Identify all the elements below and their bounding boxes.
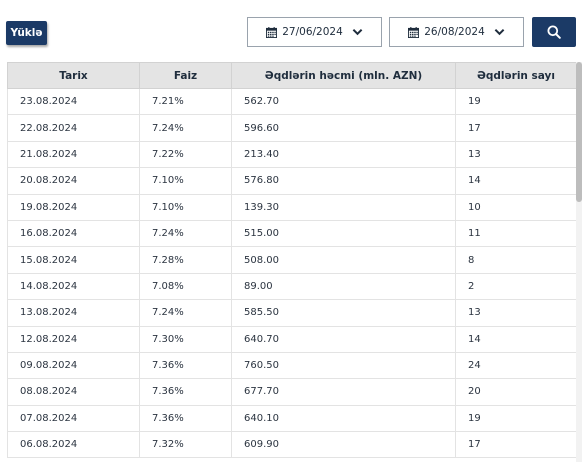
- cell-date: 19.08.2024: [7, 193, 140, 221]
- cell-date: 09.08.2024: [7, 351, 140, 380]
- cell-count: 14: [455, 167, 577, 195]
- cell-rate: 7.36%: [139, 351, 232, 380]
- chevron-down-icon: [494, 28, 505, 36]
- cell-volume: 515.00: [231, 219, 456, 248]
- cell-date: 15.08.2024: [7, 246, 140, 274]
- table-scrollbar[interactable]: [576, 62, 582, 462]
- cell-count: 13: [455, 140, 577, 169]
- table-row: 21.08.2024 7.22% 213.40 13: [7, 140, 577, 169]
- cell-rate: 7.22%: [139, 140, 232, 169]
- upload-button[interactable]: Yüklə: [6, 21, 47, 45]
- cell-volume: 576.80: [231, 167, 456, 195]
- table-row: 14.08.2024 7.08% 89.00 2: [7, 272, 577, 301]
- cell-date: 06.08.2024: [7, 431, 140, 459]
- cell-count: 19: [455, 404, 577, 433]
- cell-rate: 7.36%: [139, 378, 232, 406]
- date-from-value: 27/06/2024: [282, 26, 343, 38]
- column-header-date[interactable]: Tarix: [7, 62, 140, 89]
- column-header-count[interactable]: Əqdlərin sayı: [455, 62, 577, 89]
- cell-date: 22.08.2024: [7, 114, 140, 142]
- table-row: 09.08.2024 7.36% 760.50 24: [7, 351, 577, 380]
- cell-date: 23.08.2024: [7, 87, 140, 116]
- cell-count: 14: [455, 325, 577, 353]
- table-row: 19.08.2024 7.10% 139.30 10: [7, 193, 577, 221]
- table-scrollbar-thumb[interactable]: [576, 62, 582, 202]
- table-row: 08.08.2024 7.36% 677.70 20: [7, 378, 577, 406]
- cell-rate: 7.32%: [139, 431, 232, 459]
- cell-count: 19: [455, 87, 577, 116]
- cell-count: 24: [455, 351, 577, 380]
- cell-count: 20: [455, 378, 577, 406]
- date-to-value: 26/08/2024: [424, 26, 485, 38]
- cell-count: 17: [455, 114, 577, 142]
- table-row: 22.08.2024 7.24% 596.60 17: [7, 114, 577, 142]
- cell-count: 13: [455, 299, 577, 327]
- cell-volume: 508.00: [231, 246, 456, 274]
- search-icon: [547, 25, 561, 39]
- cell-volume: 585.50: [231, 299, 456, 327]
- table-header-row: Tarix Faiz Əqdlərin həcmi (mln. AZN) Əqd…: [7, 62, 577, 89]
- cell-rate: 7.24%: [139, 299, 232, 327]
- rates-table: Tarix Faiz Əqdlərin həcmi (mln. AZN) Əqd…: [7, 62, 577, 459]
- cell-count: 10: [455, 193, 577, 221]
- cell-count: 8: [455, 246, 577, 274]
- calendar-icon: [408, 26, 420, 38]
- table-row: 12.08.2024 7.30% 640.70 14: [7, 325, 577, 353]
- cell-count: 17: [455, 431, 577, 459]
- cell-volume: 213.40: [231, 140, 456, 169]
- table-row: 07.08.2024 7.36% 640.10 19: [7, 404, 577, 433]
- cell-volume: 640.10: [231, 404, 456, 433]
- column-header-rate[interactable]: Faiz: [139, 62, 232, 89]
- cell-rate: 7.10%: [139, 167, 232, 195]
- table-row: 15.08.2024 7.28% 508.00 8: [7, 246, 577, 274]
- cell-date: 21.08.2024: [7, 140, 140, 169]
- cell-rate: 7.10%: [139, 193, 232, 221]
- cell-date: 13.08.2024: [7, 299, 140, 327]
- column-header-volume[interactable]: Əqdlərin həcmi (mln. AZN): [231, 62, 456, 89]
- cell-volume: 677.70: [231, 378, 456, 406]
- cell-date: 08.08.2024: [7, 378, 140, 406]
- cell-volume: 562.70: [231, 87, 456, 116]
- table-row: 16.08.2024 7.24% 515.00 11: [7, 219, 577, 248]
- cell-rate: 7.28%: [139, 246, 232, 274]
- cell-rate: 7.30%: [139, 325, 232, 353]
- cell-date: 14.08.2024: [7, 272, 140, 301]
- cell-date: 16.08.2024: [7, 219, 140, 248]
- table-row: 13.08.2024 7.24% 585.50 13: [7, 299, 577, 327]
- cell-volume: 89.00: [231, 272, 456, 301]
- cell-rate: 7.08%: [139, 272, 232, 301]
- cell-rate: 7.21%: [139, 87, 232, 116]
- cell-date: 07.08.2024: [7, 404, 140, 433]
- date-to-picker[interactable]: 26/08/2024: [389, 17, 524, 47]
- table-row: 23.08.2024 7.21% 562.70 19: [7, 87, 577, 116]
- cell-count: 2: [455, 272, 577, 301]
- search-button[interactable]: [532, 17, 576, 47]
- cell-volume: 139.30: [231, 193, 456, 221]
- toolbar: Yüklə 27/06/2024: [0, 0, 585, 62]
- cell-rate: 7.24%: [139, 114, 232, 142]
- rates-table-container[interactable]: Tarix Faiz Əqdlərin həcmi (mln. AZN) Əqd…: [7, 62, 582, 462]
- table-row: 20.08.2024 7.10% 576.80 14: [7, 167, 577, 195]
- cell-date: 12.08.2024: [7, 325, 140, 353]
- cell-volume: 609.90: [231, 431, 456, 459]
- table-row: 06.08.2024 7.32% 609.90 17: [7, 431, 577, 459]
- cell-rate: 7.24%: [139, 219, 232, 248]
- cell-date: 20.08.2024: [7, 167, 140, 195]
- cell-count: 11: [455, 219, 577, 248]
- date-from-picker[interactable]: 27/06/2024: [247, 17, 382, 47]
- cell-rate: 7.36%: [139, 404, 232, 433]
- calendar-icon: [266, 26, 278, 38]
- chevron-down-icon: [352, 28, 363, 36]
- cell-volume: 760.50: [231, 351, 456, 380]
- cell-volume: 596.60: [231, 114, 456, 142]
- cell-volume: 640.70: [231, 325, 456, 353]
